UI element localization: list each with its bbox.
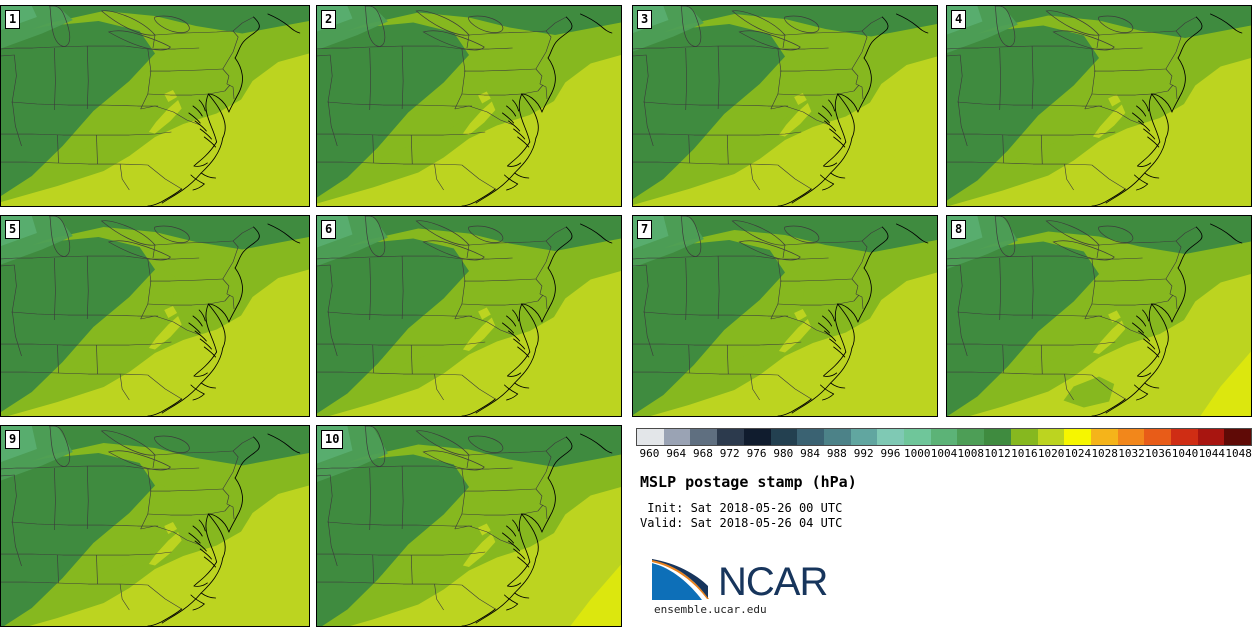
colorbar-tick: 1020 [1037,447,1065,460]
ncar-logo-block[interactable]: NCAR ensemble.ucar.edu [650,558,950,617]
colorbar-tick: 1028 [1091,447,1118,460]
colorbar-swatch [1197,429,1225,445]
colorbar-swatch [823,429,851,445]
mslp-map [317,216,621,416]
colorbar-swatch [1224,429,1252,445]
mslp-map [633,216,937,416]
colorbar-swatch [904,429,931,445]
stamp-member-label: 5 [5,220,21,239]
stamp-panel[interactable]: 3 [632,5,938,207]
colorbar-tick: 996 [880,447,901,460]
stamp-member-label: 3 [637,10,653,29]
ensemble-url-text: ensemble.ucar.edu [654,603,767,616]
colorbar-swatch [1064,429,1091,445]
mslp-map [317,426,621,626]
stamp-panel[interactable]: 8 [946,215,1252,417]
colorbar-tick: 964 [666,447,687,460]
mslp-map [947,6,1251,206]
ncar-logo-icon [650,558,712,602]
colorbar-swatch [717,429,744,445]
colorbar-tick: 992 [853,447,874,460]
stamp-panel[interactable]: 4 [946,5,1252,207]
valid-time-line: Valid: Sat 2018-05-26 04 UTC [640,516,843,530]
colorbar-group: 960 964 968 972 976 980 984 988 992 996 1000 1004 10… [636,428,1252,463]
stamp-panel[interactable]: 7 [632,215,938,417]
colorbar-tick: 968 [693,447,713,460]
colorbar-tick: 1048 [1225,447,1252,460]
init-time-line: Init: Sat 2018-05-26 00 UTC [640,501,843,515]
colorbar-tick: 980 [773,447,794,460]
colorbar-tick: 1040 [1171,447,1199,460]
colorbar-swatch [690,429,718,445]
mslp-map [1,216,309,416]
stamp-member-label: 1 [5,10,21,29]
stamp-panel[interactable]: 6 [316,215,622,417]
stamp-member-label: 2 [321,10,337,29]
stamp-member-label: 10 [321,430,344,449]
logo-row: NCAR [650,558,950,602]
colorbar-swatch [1144,429,1172,445]
colorbar-swatch [797,429,824,445]
caption-block: MSLP postage stamp (hPa) Init: Sat 2018-… [640,473,1256,531]
figure-title: MSLP postage stamp (hPa) [640,473,857,491]
stamp-member-label: 7 [637,220,653,239]
colorbar-tick: 1008 [957,447,985,460]
colorbar-swatch [743,429,771,445]
colorbar-tick: 1000 [903,447,931,460]
colorbar-swatch [1171,429,1198,445]
colorbar-tick: 972 [719,447,740,460]
stamp-member-label: 4 [951,10,967,29]
colorbar-swatch [930,429,958,445]
colorbar-swatch [1090,429,1118,445]
stamp-member-label: 8 [951,220,967,239]
stamp-panel[interactable]: 5 [0,215,310,417]
colorbar-swatch [770,429,798,445]
colorbar-swatch [637,429,664,445]
stamp-panel[interactable]: 2 [316,5,622,207]
colorbar-swatch [850,429,878,445]
colorbar-swatch [1037,429,1065,445]
colorbar-swatch [1010,429,1038,445]
stamp-panel[interactable]: 9 [0,425,310,627]
colorbar-tick: 1004 [930,447,958,460]
mslp-map [1,426,309,626]
colorbar-swatch [984,429,1011,445]
colorbar-swatch [663,429,691,445]
colorbar-tick: 1032 [1118,447,1145,460]
mslp-map [1,6,309,206]
stamp-panel[interactable]: 10 [316,425,622,627]
stamp-member-label: 6 [321,220,337,239]
colorbar [636,428,1252,446]
stamp-member-label: 9 [5,430,21,449]
colorbar-swatch [877,429,905,445]
mslp-map [947,216,1251,416]
mslp-map [317,6,621,206]
colorbar-tick: 1012 [984,447,1011,460]
stamp-panel[interactable]: 1 [0,5,310,207]
valid-time-block: Init: Sat 2018-05-26 00 UTC Valid: Sat 2… [640,501,1256,531]
colorbar-tick: 1024 [1064,447,1092,460]
colorbar-tick: 976 [746,447,767,460]
colorbar-tick-labels: 960 964 968 972 976 980 984 988 992 996 1000 1004 10… [636,447,1252,463]
mslp-map [633,6,937,206]
colorbar-tick: 988 [826,447,847,460]
ncar-wordmark: NCAR [718,560,828,604]
colorbar-swatch [1117,429,1145,445]
colorbar-tick: 984 [800,447,821,460]
colorbar-swatch [957,429,985,445]
colorbar-tick: 1036 [1145,447,1172,460]
colorbar-tick: 1044 [1198,447,1226,460]
colorbar-tick: 960 [639,447,660,460]
colorbar-tick: 1016 [1011,447,1038,460]
